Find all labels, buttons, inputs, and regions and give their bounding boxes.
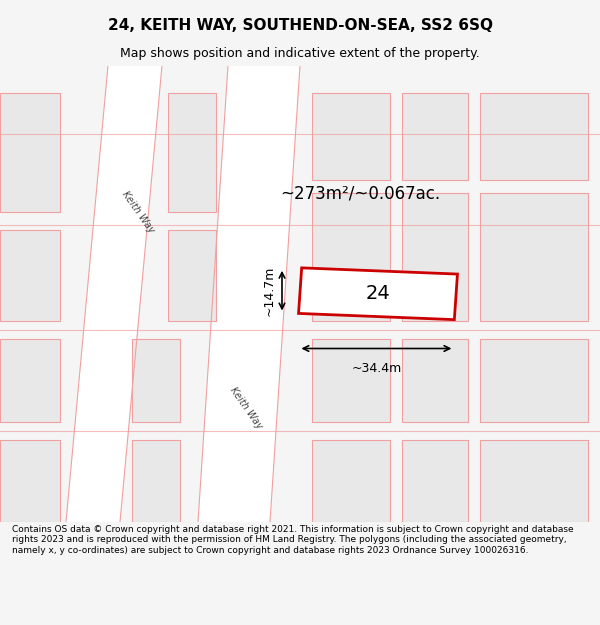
Text: ~273m²/~0.067ac.: ~273m²/~0.067ac. [280, 184, 440, 203]
Text: Map shows position and indicative extent of the property.: Map shows position and indicative extent… [120, 48, 480, 60]
Text: ~34.4m: ~34.4m [352, 362, 401, 375]
Bar [0, 339, 60, 421]
Bar [402, 339, 468, 421]
Text: Keith Way: Keith Way [228, 385, 264, 431]
Bar [480, 339, 588, 421]
Polygon shape [66, 66, 162, 522]
Bar [0, 230, 60, 321]
Bar [312, 193, 390, 321]
Polygon shape [198, 66, 300, 522]
Bar [132, 339, 180, 421]
Text: Contains OS data © Crown copyright and database right 2021. This information is : Contains OS data © Crown copyright and d… [12, 525, 574, 555]
Text: 24: 24 [365, 284, 391, 303]
Bar [132, 440, 180, 522]
Bar [402, 440, 468, 522]
Text: Keith Way: Keith Way [120, 189, 156, 234]
Text: 24, KEITH WAY, SOUTHEND-ON-SEA, SS2 6SQ: 24, KEITH WAY, SOUTHEND-ON-SEA, SS2 6SQ [107, 18, 493, 33]
Bar [402, 93, 468, 180]
Bar [0, 440, 60, 522]
Bar [312, 440, 390, 522]
Bar [480, 93, 588, 180]
Bar [168, 230, 216, 321]
Bar [312, 93, 390, 180]
Text: ~14.7m: ~14.7m [263, 266, 276, 316]
Bar [402, 193, 468, 321]
Bar [0, 93, 60, 212]
Bar [480, 440, 588, 522]
Bar [168, 93, 216, 212]
Polygon shape [299, 268, 457, 319]
Bar [312, 339, 390, 421]
Bar [480, 193, 588, 321]
